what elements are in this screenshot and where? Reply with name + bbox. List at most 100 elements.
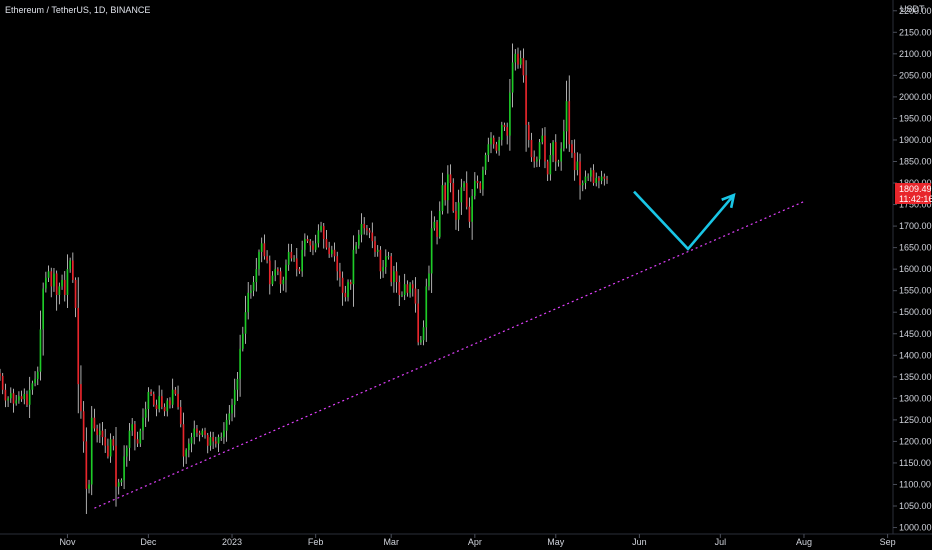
candle-body (42, 288, 45, 330)
candle-body (401, 294, 403, 296)
symbol-title[interactable]: Ethereum / TetherUS, 1D, BINANCE (5, 5, 150, 15)
candle-body (554, 142, 557, 162)
candle-body (479, 183, 482, 190)
candle-body (193, 428, 196, 438)
candle-body (452, 183, 455, 212)
candle-body (331, 249, 333, 255)
candle-body (72, 260, 74, 280)
candle-body (185, 450, 187, 457)
candle-body (80, 384, 82, 412)
candle-body (390, 256, 393, 283)
price-tick-label: 2200.00 (899, 6, 932, 16)
candle-body (152, 394, 155, 405)
support-trendline (94, 200, 805, 509)
candle-body (63, 279, 66, 295)
candle-body (460, 187, 463, 203)
candle-body (144, 409, 147, 418)
last-price-value: 1809.49 (899, 184, 932, 194)
candle-body (420, 340, 422, 343)
candle-body (349, 282, 352, 285)
candle-body (374, 241, 376, 252)
candle-body (487, 144, 490, 156)
candle-body (320, 226, 322, 231)
candle-body (433, 221, 436, 229)
candle-body (282, 279, 285, 285)
candle-body (285, 264, 287, 280)
candle-body (503, 124, 506, 128)
candle-body (120, 480, 123, 483)
time-axis[interactable]: Nov Dec 2023 Feb Mar Apr May Jun Jul Aug Sep (59, 534, 896, 547)
currency-label: USDT (900, 4, 925, 14)
candle-body (228, 413, 231, 420)
price-tick-label: 1600.00 (899, 264, 932, 274)
candle-body (82, 411, 85, 442)
price-tick-label: 2100.00 (899, 49, 932, 59)
candle-body (45, 277, 47, 289)
candle-body (198, 432, 201, 435)
candle-body (274, 269, 277, 276)
candle-body (600, 176, 603, 181)
last-price-tag: 1809.49 11:42:16 (895, 183, 932, 204)
candle-body (447, 174, 449, 201)
candle-body (312, 245, 314, 250)
candle-body (565, 101, 568, 132)
candle-body (587, 176, 589, 178)
candle-body (355, 245, 357, 250)
candle-body (39, 329, 42, 372)
candle-body (549, 155, 552, 175)
candle-body (527, 124, 530, 140)
time-tick-label: Mar (383, 537, 399, 547)
candle-body (0, 373, 1, 376)
candle-body (244, 312, 247, 334)
candle-body (179, 406, 182, 425)
price-tick-label: 1450.00 (899, 329, 932, 339)
candle-body (495, 144, 498, 151)
candle-body (441, 185, 444, 212)
time-tick-label: Jun (632, 537, 647, 547)
candle-body (314, 243, 317, 250)
candle-body (371, 232, 374, 242)
candle-body (571, 144, 573, 153)
candle-body (204, 430, 206, 435)
candle-body (171, 389, 174, 405)
candle-body (428, 273, 430, 287)
candle-body (61, 279, 63, 287)
candle-body (584, 176, 587, 184)
candles-layer (0, 43, 608, 514)
candle-body (506, 127, 509, 136)
candle-body (546, 161, 549, 175)
candle-body (538, 142, 541, 160)
candle-body (530, 139, 533, 158)
candle-body (209, 437, 212, 446)
candle-body (560, 148, 562, 162)
candle-body (514, 53, 517, 63)
candle-body (177, 394, 179, 407)
candle-body (277, 269, 279, 272)
candle-body (595, 177, 598, 184)
time-tick-label: Feb (308, 537, 324, 547)
candle-body (476, 180, 479, 184)
candle-body (325, 239, 328, 248)
candle-body (131, 424, 134, 431)
candle-body (1, 375, 4, 390)
candle-body (163, 406, 166, 412)
candle-body (98, 430, 101, 435)
candle-body (255, 269, 258, 283)
time-tick-label: Jul (715, 537, 727, 547)
candle-body (509, 92, 511, 136)
candle-body (568, 101, 571, 145)
candle-body (104, 437, 107, 446)
candle-body (239, 348, 241, 379)
candle-body (525, 75, 527, 125)
candle-body (382, 267, 384, 272)
candle-body (252, 282, 255, 291)
candle-body (344, 292, 347, 298)
candle-body (18, 396, 20, 401)
price-tick-label: 1550.00 (899, 286, 932, 296)
candle-body (263, 243, 266, 257)
candle-body (533, 157, 536, 162)
candle-body (468, 206, 471, 222)
candle-body (368, 230, 371, 233)
candle-body (28, 389, 31, 405)
